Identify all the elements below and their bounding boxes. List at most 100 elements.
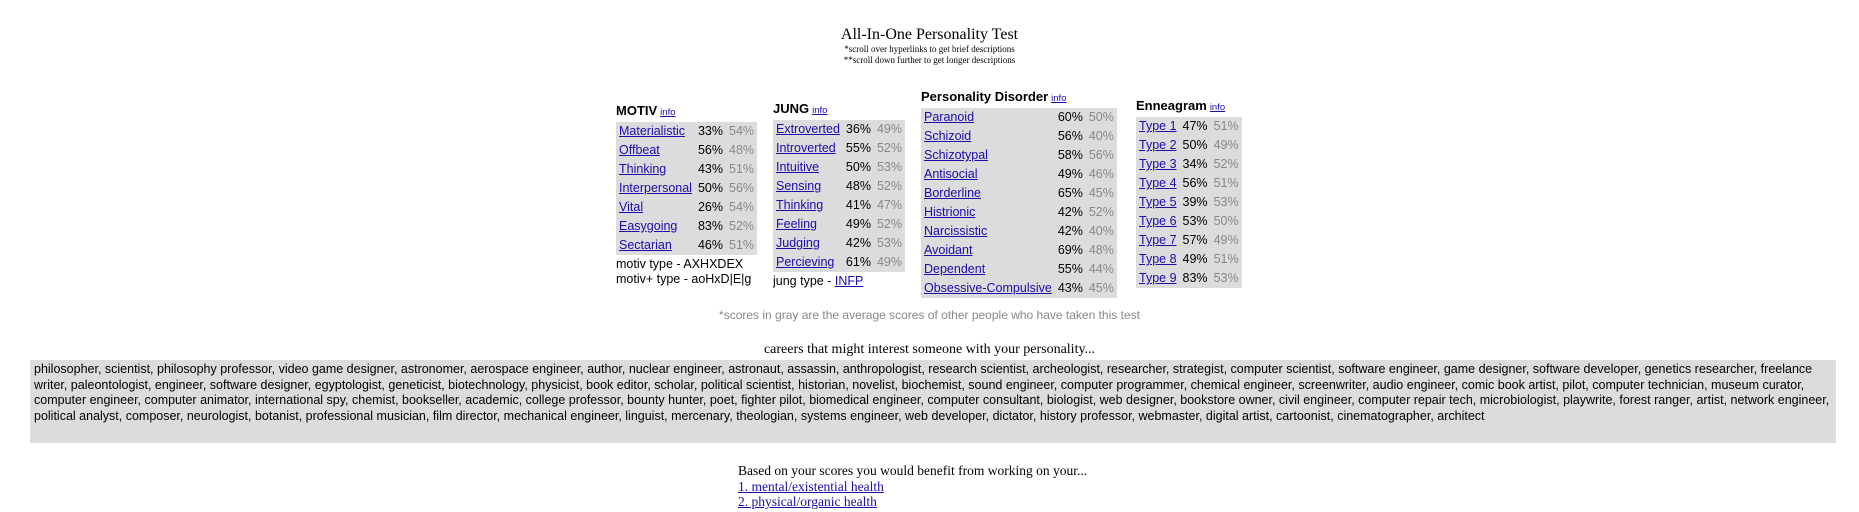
motiv-trait-link[interactable]: Interpersonal <box>619 181 692 195</box>
enneagram-score: 39% <box>1182 195 1208 209</box>
scroll-note: **scroll down further to get longer desc… <box>843 55 1016 65</box>
disorder-trait-link[interactable]: Narcissistic <box>924 224 988 238</box>
disorder-trait-link[interactable]: Antisocial <box>924 167 978 181</box>
motiv-average-score: 56% <box>729 181 755 195</box>
jung-row: Sensing 48% 52% <box>773 177 905 196</box>
disorder-trait-link[interactable]: Avoidant <box>924 243 973 257</box>
motiv-trait-link[interactable]: Easygoing <box>619 219 678 233</box>
enneagram-trait-link[interactable]: Type 3 <box>1139 157 1177 171</box>
motiv-trait-link[interactable]: Sectarian <box>619 238 672 252</box>
jung-trait-link[interactable]: Introverted <box>776 141 836 155</box>
enneagram-info-link[interactable]: info <box>1209 102 1226 113</box>
disorder-average-score: 44% <box>1088 262 1114 276</box>
disorder-row-label-cell: Antisocial <box>921 165 1055 184</box>
motiv-row-label-cell: Interpersonal <box>616 179 695 198</box>
enneagram-score: 53% <box>1182 214 1208 228</box>
enneagram-row-label-cell: Type 3 <box>1136 155 1180 174</box>
benefit-link-physical[interactable]: 2. physical/organic health <box>738 494 877 509</box>
disorder-title: Personality Disorder <box>921 89 1049 104</box>
enneagram-trait-link[interactable]: Type 2 <box>1139 138 1177 152</box>
jung-trait-link[interactable]: Judging <box>776 236 820 250</box>
enneagram-trait-link[interactable]: Type 8 <box>1139 252 1177 266</box>
jung-score: 49% <box>845 217 871 231</box>
jung-row: Thinking 41% 47% <box>773 196 905 215</box>
jung-row-label-cell: Intuitive <box>773 158 843 177</box>
disorder-average-score: 56% <box>1088 148 1114 162</box>
enneagram-score: 83% <box>1182 271 1208 285</box>
jung-trait-link[interactable]: Extroverted <box>776 122 840 136</box>
enneagram-row: Type 3 34% 52% <box>1136 155 1242 174</box>
jung-row-label-cell: Introverted <box>773 139 843 158</box>
disorder-trait-link[interactable]: Dependent <box>924 262 986 276</box>
motiv-trait-link[interactable]: Vital <box>619 200 644 214</box>
disorder-row: Dependent 55% 44% <box>921 260 1117 279</box>
page-title: All-In-One Personality Test <box>840 26 1019 43</box>
disorder-average-score: 45% <box>1088 186 1114 200</box>
jung-score: 50% <box>845 160 871 174</box>
average-scores-note: *scores in gray are the average scores o… <box>719 308 1140 322</box>
jung-trait-link[interactable]: Sensing <box>776 179 822 193</box>
jung-type-label: jung type - <box>773 274 835 288</box>
enneagram-row: Type 1 47% 51% <box>1136 117 1242 136</box>
disorder-row: Borderline 65% 45% <box>921 184 1117 203</box>
careers-list: philosopher, scientist, philosophy profe… <box>30 360 1836 443</box>
disorder-row: Paranoid 60% 50% <box>921 108 1117 127</box>
jung-average-score: 52% <box>876 217 902 231</box>
motiv-trait-link[interactable]: Offbeat <box>619 143 660 157</box>
enneagram-row: Type 9 83% 53% <box>1136 269 1242 288</box>
jung-average-score: 52% <box>876 179 902 193</box>
jung-row: Intuitive 50% 53% <box>773 158 905 177</box>
jung-row: Feeling 49% 52% <box>773 215 905 234</box>
disorder-trait-link[interactable]: Paranoid <box>924 110 975 124</box>
jung-trait-link[interactable]: Feeling <box>776 217 817 231</box>
motiv-row-label-cell: Sectarian <box>616 236 695 255</box>
motiv-row-label-cell: Vital <box>616 198 695 217</box>
enneagram-score: 57% <box>1182 233 1208 247</box>
motiv-info-link[interactable]: info <box>660 107 676 118</box>
jung-row-label-cell: Sensing <box>773 177 843 196</box>
enneagram-trait-link[interactable]: Type 6 <box>1139 214 1177 228</box>
motiv-trait-link[interactable]: Thinking <box>619 162 667 176</box>
enneagram-title: Enneagram <box>1136 98 1207 113</box>
disorder-trait-link[interactable]: Borderline <box>924 186 981 200</box>
disorder-average-score: 40% <box>1088 129 1114 143</box>
motiv-average-score: 52% <box>729 219 755 233</box>
enneagram-trait-link[interactable]: Type 7 <box>1139 233 1177 247</box>
enneagram-row: Type 5 39% 53% <box>1136 193 1242 212</box>
motiv-row: Interpersonal 50% 56% <box>616 179 757 198</box>
disorder-trait-link[interactable]: Histrionic <box>924 205 976 219</box>
disorder-score: 69% <box>1057 243 1083 257</box>
disorder-average-score: 50% <box>1088 110 1114 124</box>
disorder-table: Paranoid 60% 50% Schizoid 56% 40% Schizotypal 5… <box>921 108 1117 298</box>
disorder-trait-link[interactable]: Schizotypal <box>924 148 988 162</box>
enneagram-average-score: 51% <box>1213 176 1239 190</box>
enneagram-trait-link[interactable]: Type 1 <box>1139 119 1177 133</box>
disorder-trait-link[interactable]: Obsessive-Compulsive <box>924 281 1052 295</box>
motiv-row: Sectarian 46% 51% <box>616 236 757 255</box>
enneagram-average-score: 49% <box>1213 138 1239 152</box>
enneagram-score: 47% <box>1182 119 1208 133</box>
enneagram-trait-link[interactable]: Type 5 <box>1139 195 1177 209</box>
enneagram-row-label-cell: Type 1 <box>1136 117 1180 136</box>
disorder-info-link[interactable]: info <box>1051 93 1067 104</box>
jung-score: 36% <box>845 122 871 136</box>
jung-average-score: 49% <box>876 255 902 269</box>
enneagram-trait-link[interactable]: Type 4 <box>1139 176 1177 190</box>
enneagram-trait-link[interactable]: Type 9 <box>1139 271 1177 285</box>
jung-info-link[interactable]: info <box>812 105 828 116</box>
motiv-score: 83% <box>697 219 723 233</box>
jung-type-link[interactable]: INFP <box>834 274 864 288</box>
disorder-row-label-cell: Dependent <box>921 260 1055 279</box>
jung-table: Extroverted 36% 49% Introverted 55% 52% Intuit… <box>773 120 905 272</box>
enneagram-heading: Enneagram info <box>1136 98 1242 116</box>
jung-row-label-cell: Extroverted <box>773 120 843 139</box>
benefit-link-mental[interactable]: 1. mental/existential health <box>738 478 884 494</box>
jung-trait-link[interactable]: Intuitive <box>776 160 820 174</box>
jung-trait-link[interactable]: Percieving <box>776 255 835 269</box>
jung-trait-link[interactable]: Thinking <box>776 198 824 212</box>
motiv-trait-link[interactable]: Materialistic <box>619 124 685 138</box>
disorder-trait-link[interactable]: Schizoid <box>924 129 972 143</box>
enneagram-row: Type 2 50% 49% <box>1136 136 1242 155</box>
jung-score: 55% <box>845 141 871 155</box>
enneagram-row-label-cell: Type 5 <box>1136 193 1180 212</box>
